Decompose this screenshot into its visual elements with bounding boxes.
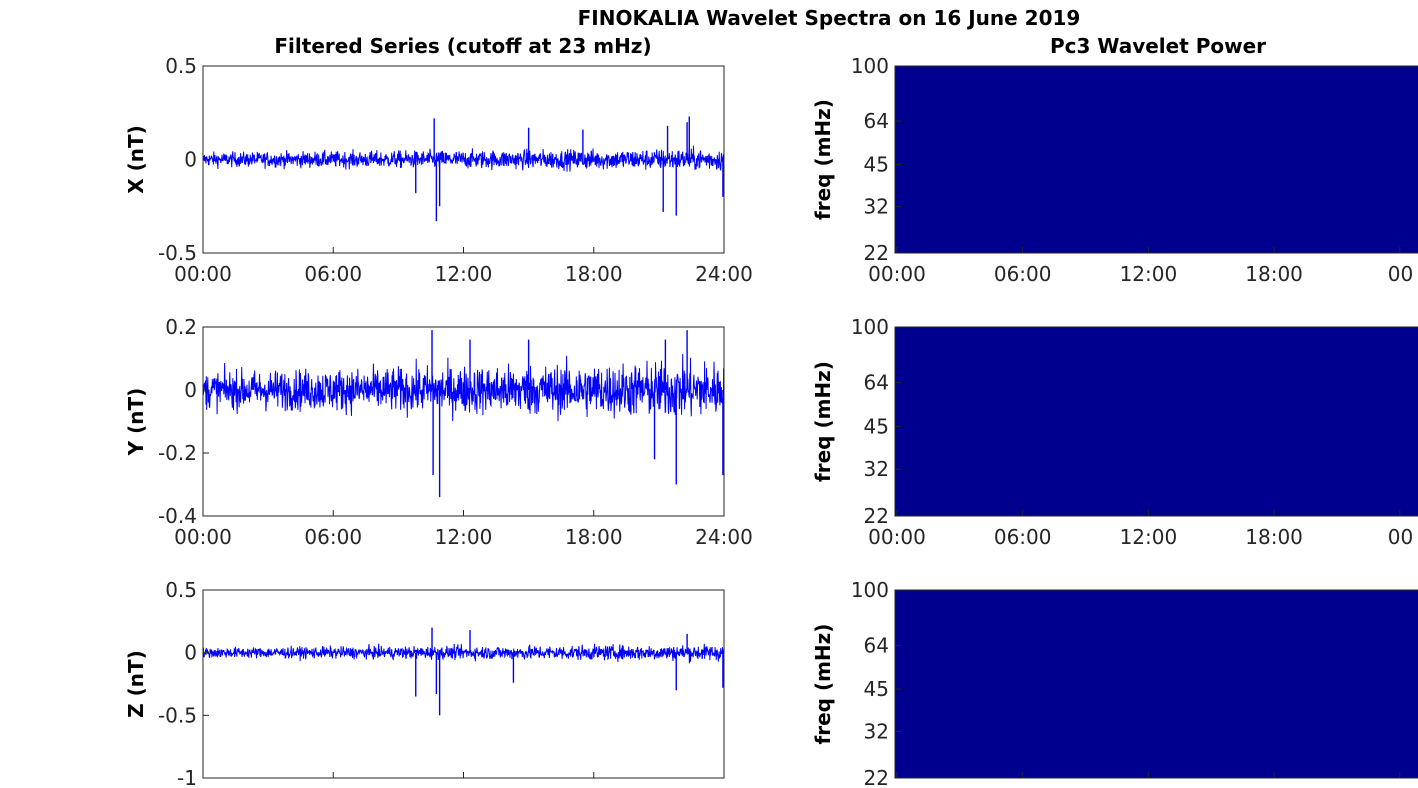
left-column-title: Filtered Series (cutoff at 23 mHz) [274, 34, 651, 58]
wavelet-panel-z-ytick-label: 64 [864, 633, 889, 657]
series-panel-x-xtick-label: 12:00 [435, 262, 493, 286]
wavelet-panel-z-axes-box [894, 589, 1418, 779]
wavelet-panel-x-xtick-label: 12:00 [1120, 262, 1178, 286]
wavelet-panel-x-axes-box [894, 65, 1418, 254]
wavelet-panel-y-xtick-label: 00:00 [868, 525, 926, 549]
wavelet-panel-x-ytick-label: 64 [864, 109, 889, 133]
wavelet-panel-y-xtick-label: 12:00 [1120, 525, 1178, 549]
wavelet-panel-y-xtick-label: 06:00 [994, 525, 1052, 549]
wavelet-panel-y-heatmap [895, 327, 1418, 516]
series-panel-y-xtick-label: 24:00 [695, 525, 753, 549]
wavelet-panel-z-ytick-label: 45 [864, 677, 889, 701]
wavelet-panel-x-ytick-label: 32 [864, 195, 889, 219]
wavelet-panel-z-heatmap [895, 590, 1418, 778]
series-panel-y-xtick-label: 12:00 [435, 525, 493, 549]
wavelet-panel-z-ytick-label: 22 [864, 766, 889, 788]
wavelet-panel-y-ylabel: freq (mHz) [811, 361, 835, 482]
series-panel-y-ytick-label: 0.2 [165, 315, 197, 339]
wavelet-panel-z-ytick-label: 32 [864, 719, 889, 743]
series-panel-x-xtick-label: 06:00 [304, 262, 362, 286]
wavelet-panel-x-ylabel: freq (mHz) [811, 99, 835, 220]
wavelet-panel-y-ytick-label: 100 [851, 315, 889, 339]
wavelet-panel-y-xtick-label: 18:00 [1245, 525, 1303, 549]
wavelet-panel-x-ytick-label: 45 [864, 153, 889, 177]
series-panel-y-ytick-label: -0.4 [158, 504, 197, 528]
series-panel-x-ytick-label: 0.5 [165, 54, 197, 78]
series-panel-z-ylabel: Z (nT) [124, 650, 148, 718]
series-panel-z-ytick-label: 0.5 [165, 578, 197, 602]
wavelet-panel-y-ytick-label: 32 [864, 457, 889, 481]
series-panel-x-ylabel: X (nT) [124, 125, 148, 194]
wavelet-panel-y-ytick-label: 45 [864, 415, 889, 439]
series-panel-z-ytick-label: -1 [177, 766, 197, 788]
series-panel-x-ytick-label: 0 [184, 148, 197, 172]
wavelet-panel-y-ytick-label: 64 [864, 371, 889, 395]
wavelet-panel-x-heatmap [895, 66, 1418, 253]
series-panel-x-xtick-label: 00:00 [174, 262, 232, 286]
wavelet-panel-y-ytick-label: 22 [864, 504, 889, 528]
wavelet-panel-x-ytick-label: 22 [864, 241, 889, 265]
figure-suptitle: FINOKALIA Wavelet Spectra on 16 June 201… [578, 6, 1081, 30]
series-panel-y-xtick-label: 00:00 [174, 525, 232, 549]
series-panel-y-plot-area [203, 330, 724, 498]
series-panel-y-ytick-label: 0 [184, 378, 197, 402]
series-panel-x-series-line [203, 145, 724, 172]
right-column-title: Pc3 Wavelet Power [1050, 34, 1266, 58]
wavelet-panel-x-xtick-label: 00:00 [868, 262, 926, 286]
wavelet-panel-x-xtick-label: 18:00 [1245, 262, 1303, 286]
series-panel-z-axes-box [202, 589, 725, 779]
wavelet-panel-x-xtick-label: 06:00 [994, 262, 1052, 286]
series-panel-y-series-line [203, 353, 724, 422]
series-panel-x-xtick-label: 24:00 [695, 262, 753, 286]
wavelet-panel-x-xtick-label: 00 [1388, 262, 1413, 286]
series-panel-z-ytick-label: -0.5 [158, 703, 197, 727]
wavelet-panel-z-ytick-label: 100 [851, 578, 889, 602]
series-panel-x-plot-area [203, 116, 724, 222]
series-panel-y-ylabel: Y (nT) [124, 388, 148, 457]
series-panel-x-ytick-label: -0.5 [158, 241, 197, 265]
wavelet-panel-y-axes-box [894, 326, 1418, 517]
wavelet-panel-x-ytick-label: 100 [851, 54, 889, 78]
wavelet-panel-z-ylabel: freq (mHz) [811, 624, 835, 745]
series-panel-y-xtick-label: 18:00 [565, 525, 623, 549]
series-panel-z-series-line [203, 643, 724, 664]
series-panel-z-ytick-label: 0 [184, 641, 197, 665]
series-panel-z-plot-area [203, 627, 724, 716]
wavelet-panel-y-xtick-label: 00 [1388, 525, 1413, 549]
series-panel-y-ytick-label: -0.2 [158, 441, 197, 465]
series-panel-y-axes-box [202, 326, 725, 517]
series-panel-x-xtick-label: 18:00 [565, 262, 623, 286]
series-panel-y-xtick-label: 06:00 [304, 525, 362, 549]
